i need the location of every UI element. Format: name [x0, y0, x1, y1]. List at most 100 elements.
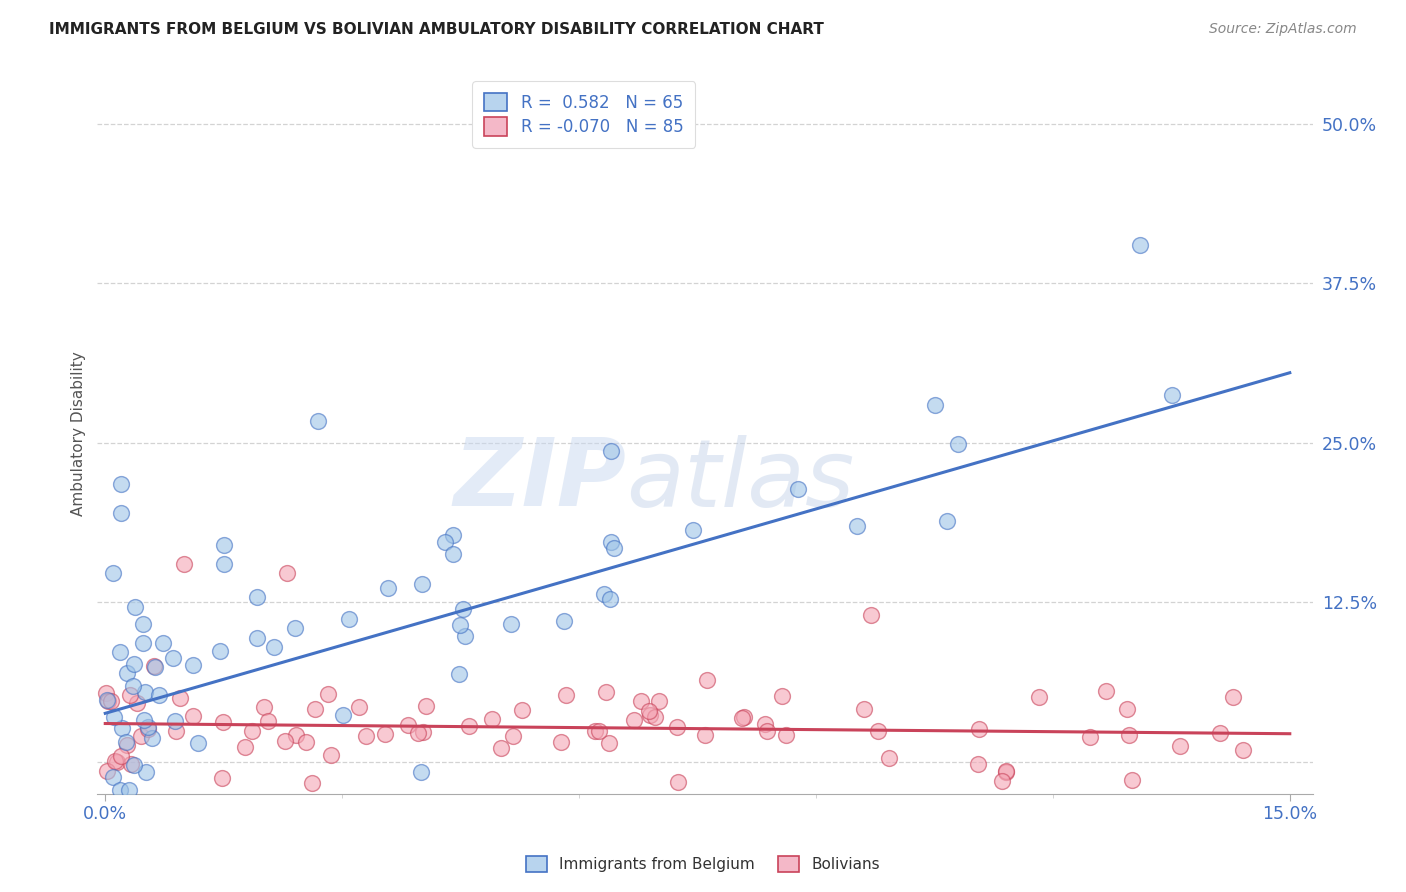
Point: [441, 527, 464, 541]
Point: [415, 699, 437, 714]
Point: [165, 724, 187, 739]
Point: [110, 748, 132, 763]
Point: [1118, 728, 1140, 742]
Point: [134, 684, 156, 698]
Point: [257, 714, 280, 728]
Point: [108, 645, 131, 659]
Point: [967, 723, 990, 737]
Point: [110, 506, 132, 520]
Point: [935, 514, 957, 528]
Point: [142, 659, 165, 673]
Point: [924, 398, 946, 412]
Point: [449, 618, 471, 632]
Point: [733, 709, 755, 723]
Point: [162, 651, 184, 665]
Point: [730, 711, 752, 725]
Text: atlas: atlas: [626, 434, 855, 525]
Point: [499, 616, 522, 631]
Point: [132, 617, 155, 632]
Point: [347, 699, 370, 714]
Point: [118, 782, 141, 797]
Point: [853, 702, 876, 716]
Point: [212, 557, 235, 571]
Point: [1222, 690, 1244, 705]
Point: [141, 731, 163, 745]
Point: [263, 640, 285, 654]
Point: [554, 689, 576, 703]
Point: [595, 684, 617, 698]
Point: [1078, 730, 1101, 744]
Point: [879, 751, 901, 765]
Point: [308, 414, 330, 428]
Point: [124, 758, 146, 772]
Point: [1095, 684, 1118, 698]
Point: [212, 714, 235, 729]
Point: [1168, 739, 1191, 753]
Point: [696, 673, 718, 687]
Point: [1232, 743, 1254, 757]
Point: [666, 774, 689, 789]
Point: [125, 696, 148, 710]
Point: [253, 700, 276, 714]
Point: [100, 694, 122, 708]
Point: [285, 728, 308, 742]
Text: ZIP: ZIP: [454, 434, 626, 526]
Point: [406, 725, 429, 739]
Point: [148, 688, 170, 702]
Point: [1209, 725, 1232, 739]
Point: [770, 690, 793, 704]
Point: [235, 740, 257, 755]
Point: [94, 686, 117, 700]
Point: [588, 724, 610, 739]
Point: [129, 729, 152, 743]
Point: [682, 524, 704, 538]
Point: [304, 702, 326, 716]
Point: [152, 636, 174, 650]
Point: [124, 600, 146, 615]
Point: [1116, 702, 1139, 716]
Point: [110, 782, 132, 797]
Point: [447, 666, 470, 681]
Point: [995, 764, 1018, 778]
Point: [638, 707, 661, 722]
Point: [593, 586, 616, 600]
Point: [104, 754, 127, 768]
Point: [284, 621, 307, 635]
Text: IMMIGRANTS FROM BELGIUM VS BOLIVIAN AMBULATORY DISABILITY CORRELATION CHART: IMMIGRANTS FROM BELGIUM VS BOLIVIAN AMBU…: [49, 22, 824, 37]
Point: [165, 714, 187, 729]
Point: [598, 736, 620, 750]
Point: [411, 764, 433, 779]
Point: [644, 710, 666, 724]
Point: [246, 631, 269, 645]
Point: [110, 476, 132, 491]
Point: [966, 756, 988, 771]
Point: [173, 557, 195, 571]
Point: [111, 721, 134, 735]
Point: [994, 764, 1017, 779]
Point: [187, 736, 209, 750]
Point: [948, 436, 970, 450]
Point: [183, 709, 205, 723]
Legend: R =  0.582   N = 65, R = -0.070   N = 85: R = 0.582 N = 65, R = -0.070 N = 85: [472, 81, 695, 148]
Point: [145, 659, 167, 673]
Point: [181, 657, 204, 672]
Point: [553, 614, 575, 628]
Point: [599, 592, 621, 607]
Point: [337, 612, 360, 626]
Point: [276, 566, 298, 580]
Point: [845, 519, 868, 533]
Point: [240, 723, 263, 738]
Point: [623, 713, 645, 727]
Point: [458, 719, 481, 733]
Point: [377, 581, 399, 595]
Point: [136, 720, 159, 734]
Point: [754, 717, 776, 731]
Point: [489, 740, 512, 755]
Point: [301, 776, 323, 790]
Point: [295, 735, 318, 749]
Point: [441, 547, 464, 561]
Point: [136, 722, 159, 736]
Point: [354, 729, 377, 743]
Point: [860, 608, 883, 623]
Point: [135, 765, 157, 780]
